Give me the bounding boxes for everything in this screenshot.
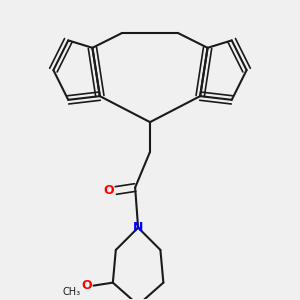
Text: O: O	[103, 184, 114, 197]
Text: CH₃: CH₃	[62, 286, 80, 297]
Text: O: O	[82, 279, 92, 292]
Text: N: N	[133, 221, 143, 234]
